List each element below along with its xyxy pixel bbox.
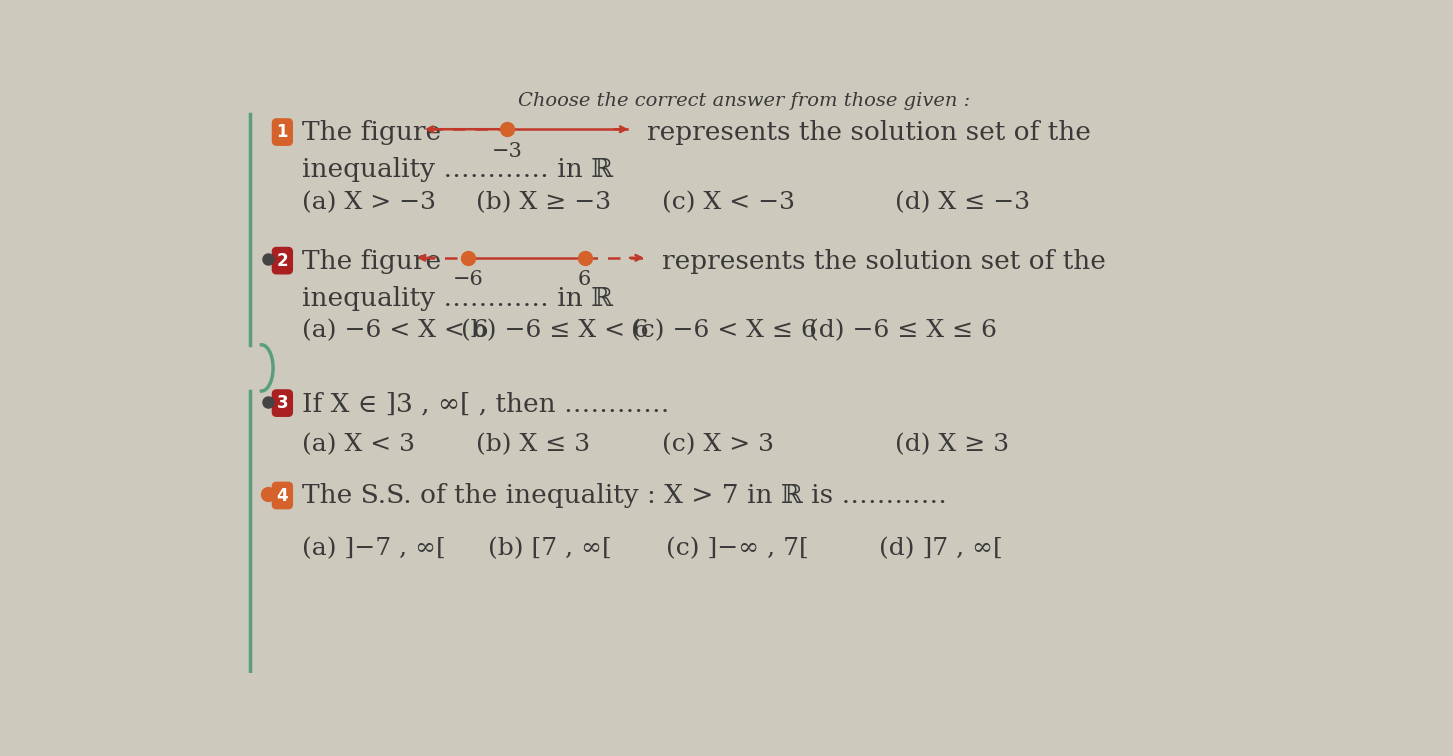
Text: (c) −6 < X ≤ 6: (c) −6 < X ≤ 6 xyxy=(631,320,817,342)
Text: inequality ………… in ℝ: inequality ………… in ℝ xyxy=(302,286,613,311)
Text: (b) X ≥ −3: (b) X ≥ −3 xyxy=(477,191,612,214)
Text: (d) ]7 , ∞[: (d) ]7 , ∞[ xyxy=(879,538,1003,560)
Text: 2: 2 xyxy=(276,252,288,270)
Text: The S.S. of the inequality : X > 7 in ℝ is …………: The S.S. of the inequality : X > 7 in ℝ … xyxy=(302,483,947,509)
Text: (c) X < −3: (c) X < −3 xyxy=(663,191,795,214)
Text: (a) X > −3: (a) X > −3 xyxy=(302,191,436,214)
Text: 6: 6 xyxy=(578,270,591,289)
Text: −6: −6 xyxy=(453,270,484,289)
Text: inequality ………… in ℝ: inequality ………… in ℝ xyxy=(302,157,613,182)
Text: 1: 1 xyxy=(276,123,288,141)
Text: If X ∈ ]3 , ∞[ , then …………: If X ∈ ]3 , ∞[ , then ………… xyxy=(302,391,670,416)
Text: 4: 4 xyxy=(276,487,288,504)
Text: (a) X < 3: (a) X < 3 xyxy=(302,433,414,457)
Text: represents the solution set of the: represents the solution set of the xyxy=(663,249,1106,274)
Text: (a) −6 < X < 6: (a) −6 < X < 6 xyxy=(302,320,488,342)
Text: 3: 3 xyxy=(276,394,288,412)
Text: (d) X ≥ 3: (d) X ≥ 3 xyxy=(895,433,1008,457)
Text: (d) X ≤ −3: (d) X ≤ −3 xyxy=(895,191,1030,214)
Text: Choose the correct answer from those given :: Choose the correct answer from those giv… xyxy=(519,92,971,110)
Text: (c) ]−∞ , 7[: (c) ]−∞ , 7[ xyxy=(665,538,809,560)
Text: The figure: The figure xyxy=(302,120,440,145)
Text: −3: −3 xyxy=(491,141,523,160)
Text: (c) X > 3: (c) X > 3 xyxy=(663,433,774,457)
Text: (b) [7 , ∞[: (b) [7 , ∞[ xyxy=(488,538,612,560)
Text: The figure: The figure xyxy=(302,249,440,274)
Text: (b) X ≤ 3: (b) X ≤ 3 xyxy=(477,433,590,457)
Text: (b) −6 ≤ X < 6: (b) −6 ≤ X < 6 xyxy=(461,320,648,342)
Text: (d) −6 ≤ X ≤ 6: (d) −6 ≤ X ≤ 6 xyxy=(809,320,997,342)
Text: represents the solution set of the: represents the solution set of the xyxy=(647,120,1091,145)
Text: (a) ]−7 , ∞[: (a) ]−7 , ∞[ xyxy=(302,538,446,560)
